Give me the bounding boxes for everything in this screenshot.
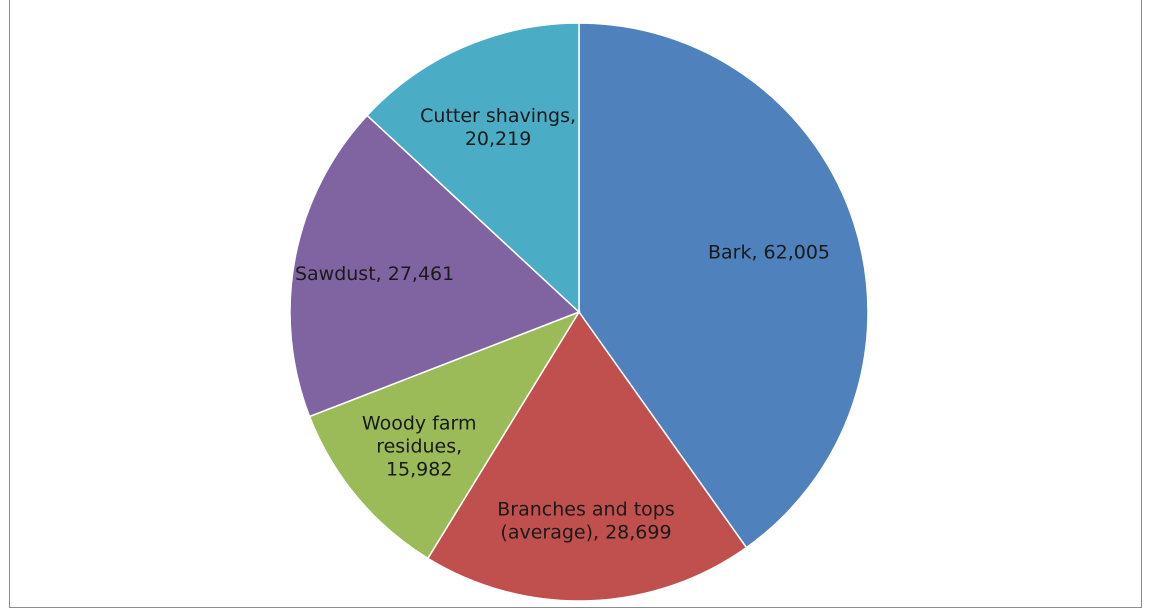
pie-labels: Bark, 62,005 Branches and tops (average), … <box>295 105 830 543</box>
pie-slice-bark <box>578 22 869 549</box>
pie-label-cutter-shavings: Cutter shavings, 20,219 <box>420 105 576 150</box>
pie-label-line: (average), 28,699 <box>500 522 671 544</box>
pie-label-line: Cutter shavings, <box>420 105 576 127</box>
pie-slice-cutter-shavings <box>366 22 580 314</box>
pie-slice-branches-and-tops-average <box>426 310 748 602</box>
pie-label-bark: Bark, 62,005 <box>708 241 830 263</box>
pie-label-sawdust: Sawdust, 27,461 <box>295 263 454 285</box>
pie-label-line: Woody farm <box>362 412 477 434</box>
pie-slice-woody-farm-residues <box>308 310 581 560</box>
pie-label-line: 15,982 <box>386 458 452 480</box>
pie-slice-sawdust <box>289 114 581 418</box>
pie-slices <box>289 22 869 602</box>
pie-label-branches-and-tops-average: Branches and tops (average), 28,699 <box>497 499 674 544</box>
pie-label-line: Branches and tops <box>497 499 674 521</box>
pie-label-line: Bark, 62,005 <box>708 241 830 263</box>
pie-label-line: Sawdust, 27,461 <box>295 263 454 285</box>
pie-label-line: residues, <box>376 435 462 457</box>
pie-label-woody-farm-residues: Woody farm residues, 15,982 <box>362 412 477 480</box>
pie-label-line: 20,219 <box>465 128 531 150</box>
